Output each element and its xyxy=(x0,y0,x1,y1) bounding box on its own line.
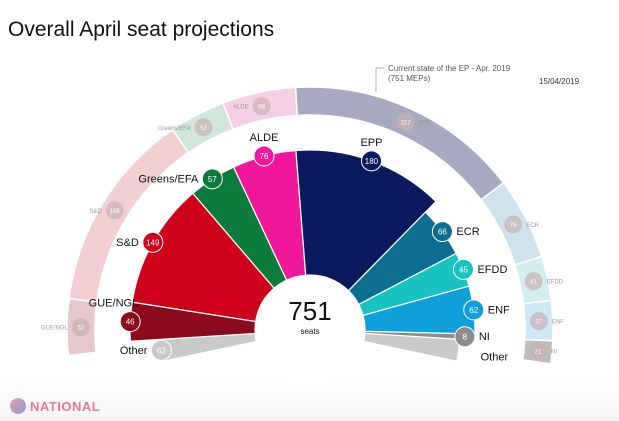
current-value-bubble xyxy=(524,272,543,291)
current-value-bubble xyxy=(252,97,271,116)
projection-value-bubble xyxy=(452,258,474,280)
projection-value-label: 66 xyxy=(438,228,447,237)
projection-party-label: NI xyxy=(479,331,490,343)
current-party-label: S&D xyxy=(89,209,102,215)
projection-party-label: ALDE xyxy=(250,132,279,144)
note-leader-line xyxy=(375,67,384,92)
current-state-note: Current state of the EP - Apr. 2019 (751… xyxy=(388,64,510,84)
projection-value-label: 149 xyxy=(146,238,160,247)
projection-value-bubble xyxy=(253,145,275,167)
projection-party-label: EFDD xyxy=(477,264,507,276)
projection-value-label: 62 xyxy=(469,306,478,315)
current-party-label: EPP xyxy=(419,120,431,126)
current-value-label: 37 xyxy=(535,320,542,326)
projection-party-label: Other xyxy=(481,351,509,363)
current-party-label: ENF xyxy=(552,320,564,326)
note-line-1: Current state of the EP - Apr. 2019 xyxy=(388,64,511,73)
current-party-label: EFDD xyxy=(547,280,564,286)
projection-value-bubble xyxy=(201,168,223,190)
current-value-bubble xyxy=(396,112,415,131)
projection-party-label: GUE/NGL xyxy=(89,298,139,310)
current-value-label: 76 xyxy=(510,223,517,229)
projection-party-label: S&D xyxy=(116,237,139,249)
current-party-label: Greens/EFA xyxy=(158,126,191,132)
current-party-label: ECR xyxy=(526,223,539,229)
total-seats: 751 xyxy=(288,296,331,326)
projection-party-label: EPP xyxy=(360,137,382,149)
projection-value-bubble xyxy=(142,231,164,253)
projection-value-bubble xyxy=(454,326,476,348)
footer-band xyxy=(0,380,619,421)
chart-title: Overall April seat projections xyxy=(8,18,275,41)
current-value-bubble xyxy=(529,342,548,361)
current-value-bubble xyxy=(529,312,548,331)
projection-value-bubble xyxy=(431,221,453,243)
projection-value-label: 76 xyxy=(260,152,269,161)
projection-value-bubble xyxy=(463,299,485,321)
current-value-label: 68 xyxy=(258,105,265,111)
current-party-label: ALDE xyxy=(233,105,249,111)
current-value-bubble xyxy=(72,318,91,337)
projection-value-bubble xyxy=(119,311,141,333)
projection-value-label: 45 xyxy=(459,265,468,274)
date-label: 15/04/2019 xyxy=(539,77,580,86)
total-seats-label: seats xyxy=(300,327,319,336)
logo-text: NATIONAL xyxy=(30,398,101,414)
projection-value-label: 180 xyxy=(365,157,379,166)
current-value-bubble xyxy=(504,215,523,234)
current-value-label: 217 xyxy=(401,120,412,126)
projection-party-label: ENF xyxy=(488,304,510,316)
current-value-bubble xyxy=(105,201,124,220)
projection-value-label: 57 xyxy=(208,175,217,184)
current-party-label: GUE/NGL xyxy=(41,326,69,332)
logo-icon xyxy=(10,398,26,414)
current-value-bubble xyxy=(194,118,213,137)
current-value-label: 21 xyxy=(535,350,542,356)
projection-party-label: ECR xyxy=(456,226,479,238)
current-value-label: 52 xyxy=(200,126,207,132)
current-value-label: 41 xyxy=(530,280,537,286)
logo: NATIONAL xyxy=(10,398,100,414)
projection-value-bubble xyxy=(360,150,382,172)
projection-value-label: 46 xyxy=(126,318,135,327)
center-hole xyxy=(255,275,365,385)
projection-value-label: 62 xyxy=(157,346,166,355)
projection-party-label: Greens/EFA xyxy=(138,173,199,185)
current-value-label: 52 xyxy=(78,326,85,332)
projection-value-bubble xyxy=(150,339,172,361)
current-value-label: 186 xyxy=(110,209,121,215)
current-party-label: NI xyxy=(551,350,557,356)
projection-party-label: Other xyxy=(120,345,148,357)
note-line-2: (751 MEPs) xyxy=(388,74,431,83)
projection-value-label: 8 xyxy=(463,333,468,342)
